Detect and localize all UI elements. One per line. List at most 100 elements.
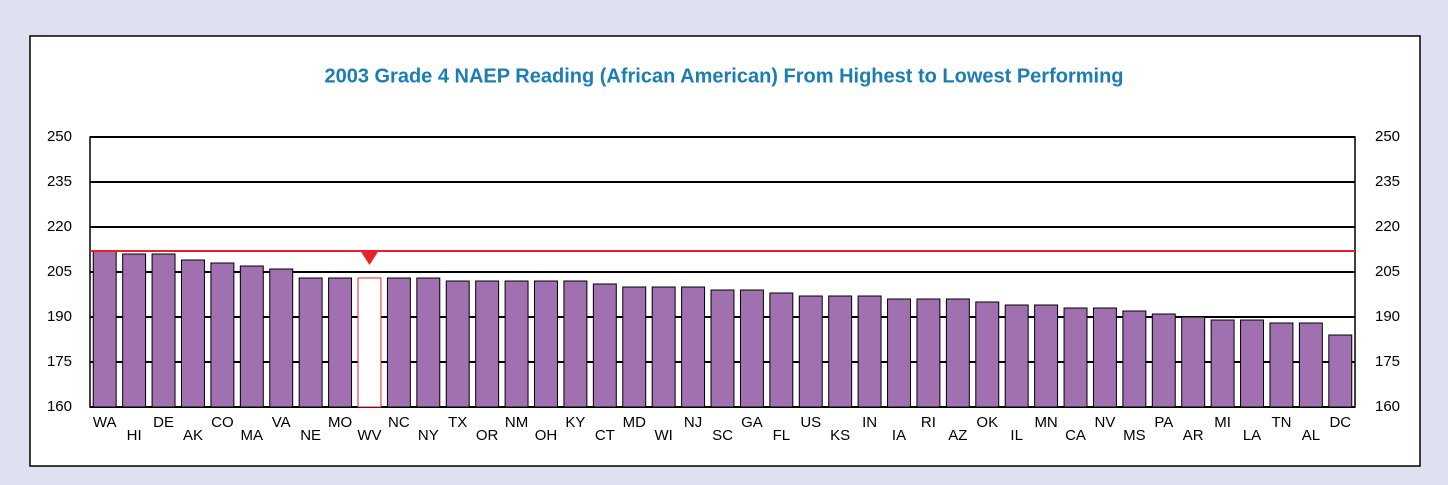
bar <box>534 280 558 408</box>
y-tick-label: 250 <box>47 128 72 145</box>
bar <box>1122 310 1147 408</box>
x-tick-label: LA <box>1243 427 1261 444</box>
x-tick-label: MO <box>328 414 352 431</box>
bar <box>416 277 441 408</box>
x-tick-label: CO <box>211 414 234 431</box>
x-tick-label: RI <box>921 414 936 431</box>
x-tick-label: AZ <box>948 427 967 444</box>
y-tick-label: 205 <box>47 263 72 280</box>
x-tick-label: NJ <box>684 414 702 431</box>
x-tick-label: OR <box>476 427 499 444</box>
x-tick-label: NC <box>388 414 410 431</box>
y-tick-label: 220 <box>47 218 72 235</box>
y2-tick-label: 235 <box>1375 173 1400 190</box>
bar <box>475 280 500 408</box>
x-tick-label: AK <box>183 427 203 444</box>
bar <box>298 277 323 408</box>
bar <box>239 265 264 408</box>
bar <box>1034 304 1059 408</box>
x-tick-label: NE <box>300 427 321 444</box>
bar <box>328 277 353 408</box>
bar <box>828 295 853 408</box>
x-tick-label: IN <box>862 414 877 431</box>
bar <box>1298 322 1323 408</box>
x-tick-label: MN <box>1034 414 1057 431</box>
x-tick-label: FL <box>773 427 791 444</box>
y2-tick-label: 205 <box>1375 263 1400 280</box>
bar <box>180 259 205 408</box>
x-tick-label: IA <box>892 427 906 444</box>
bar <box>151 253 176 408</box>
bar <box>769 292 794 408</box>
bar <box>122 253 147 408</box>
x-tick-label: GA <box>741 414 763 431</box>
y2-tick-label: 160 <box>1375 398 1400 415</box>
y2-tick-label: 190 <box>1375 308 1400 325</box>
bar <box>504 280 529 408</box>
y2-tick-label: 250 <box>1375 128 1400 145</box>
chart-title: 2003 Grade 4 NAEP Reading (African Ameri… <box>324 65 1123 87</box>
bar <box>269 268 294 408</box>
x-tick-label: NV <box>1095 414 1116 431</box>
bar <box>945 298 970 408</box>
highlight-marker <box>360 251 379 265</box>
x-tick-label: MI <box>1214 414 1231 431</box>
x-tick-label: CT <box>595 427 615 444</box>
bar <box>1004 304 1029 408</box>
x-tick-label: AL <box>1302 427 1320 444</box>
bar <box>92 250 117 408</box>
x-tick-label: TN <box>1271 414 1291 431</box>
bar <box>1151 313 1176 408</box>
x-tick-label: MA <box>241 427 264 444</box>
x-tick-label: MS <box>1123 427 1146 444</box>
x-tick-label: WI <box>654 427 672 444</box>
bar <box>710 289 735 408</box>
x-tick-label: HI <box>127 427 142 444</box>
bar <box>1092 307 1117 408</box>
bar <box>445 280 470 408</box>
bar <box>386 277 411 408</box>
x-tick-label: CA <box>1065 427 1086 444</box>
bar <box>651 286 676 408</box>
bar <box>1240 319 1265 408</box>
x-tick-label: TX <box>448 414 467 431</box>
x-tick-label: NM <box>505 414 528 431</box>
bar <box>622 286 647 408</box>
x-tick-label: WV <box>357 427 381 444</box>
x-tick-label: WA <box>93 414 117 431</box>
x-tick-label: US <box>800 414 821 431</box>
x-tick-label: VA <box>272 414 291 431</box>
x-tick-label: OH <box>535 427 558 444</box>
x-tick-label: PA <box>1154 414 1173 431</box>
y2-tick-label: 220 <box>1375 218 1400 235</box>
bar <box>1063 307 1088 408</box>
bar <box>798 295 823 408</box>
bar <box>1328 334 1353 408</box>
x-tick-label: OK <box>976 414 998 431</box>
y2-tick-label: 175 <box>1375 353 1400 370</box>
y-tick-label: 175 <box>47 353 72 370</box>
y-tick-label: 190 <box>47 308 72 325</box>
bar <box>916 298 941 408</box>
bar <box>739 289 764 408</box>
x-tick-label: SC <box>712 427 733 444</box>
bar <box>357 277 382 408</box>
x-tick-label: AR <box>1183 427 1204 444</box>
x-tick-label: KS <box>830 427 850 444</box>
x-tick-label: DC <box>1329 414 1351 431</box>
y-tick-label: 235 <box>47 173 72 190</box>
bar <box>563 280 588 408</box>
bar <box>681 286 706 408</box>
x-tick-label: IL <box>1010 427 1023 444</box>
x-tick-label: MD <box>623 414 646 431</box>
x-tick-label: NY <box>418 427 439 444</box>
bar <box>975 301 1000 408</box>
x-tick-label: KY <box>565 414 585 431</box>
bar <box>1181 316 1206 408</box>
y-tick-label: 160 <box>47 398 72 415</box>
bar <box>1210 319 1235 408</box>
bar <box>887 298 911 408</box>
bar <box>857 295 882 408</box>
bar <box>210 262 235 408</box>
